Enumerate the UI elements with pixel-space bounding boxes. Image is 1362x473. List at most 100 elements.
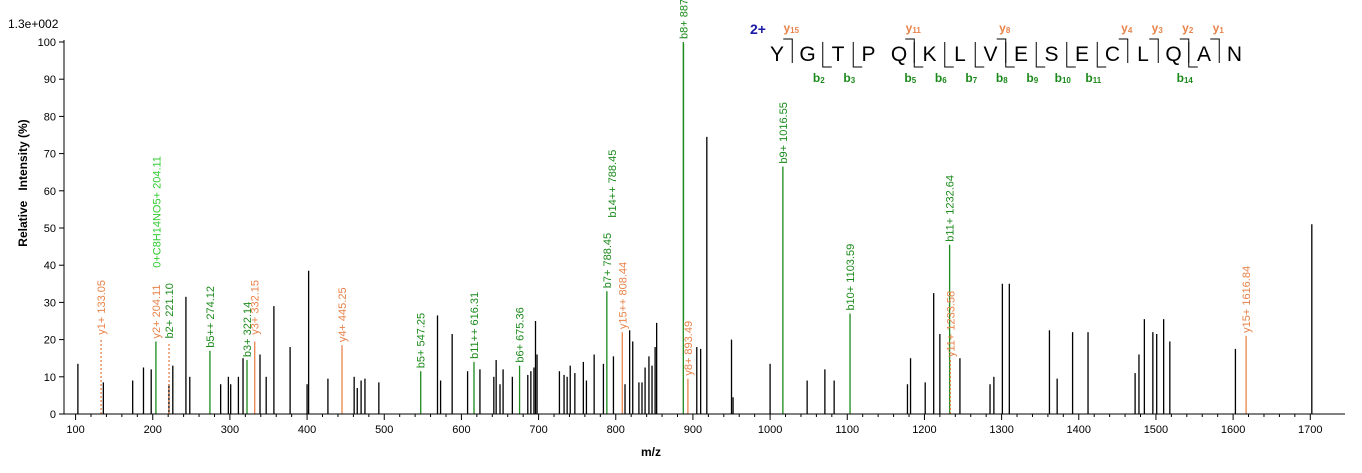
b-ion-bracket: [974, 42, 985, 68]
peak-label: y11+ 1233.58: [945, 291, 957, 357]
sequence-residue: E: [1075, 43, 1089, 66]
peak-label: b14++ 788.45: [607, 150, 619, 218]
b-ion-bracket: [944, 42, 954, 68]
sequence-residue: T: [832, 43, 845, 66]
y-ion-bracket: [1149, 38, 1159, 63]
x-tick-label: 1400: [1067, 424, 1091, 436]
y-ion-bracket: [996, 38, 1007, 63]
x-tick-label: 800: [607, 424, 625, 436]
peak-label: 0+C8H14NO5+ 204.11: [152, 156, 164, 268]
b-ion-bracket: [1188, 42, 1198, 68]
y-tick-label: 40: [44, 260, 56, 272]
x-tick-label: 1000: [758, 424, 782, 436]
b-ion-label: b6: [935, 71, 947, 85]
sequence-residue: C: [1105, 43, 1120, 66]
sequence-residue: Y: [770, 43, 784, 66]
x-tick-label: 1200: [912, 424, 936, 436]
b-ion-label: b2: [813, 71, 825, 85]
peak-label: b5+ 547.25: [416, 313, 428, 368]
x-tick-label: 700: [529, 424, 547, 436]
y-tick-label: 80: [44, 111, 56, 123]
x-tick-label: 300: [221, 424, 239, 436]
axes-layer: 0 10 20 30 40 50 60 70 80 90 100 100 200 300 400 500 600…: [38, 37, 1345, 436]
sequence-residue: E: [1014, 43, 1028, 66]
y-tick-label: 60: [44, 186, 56, 198]
sequence-residue: K: [922, 43, 936, 66]
b-ion-label: b9: [1026, 71, 1038, 85]
peak-label: b3+ 322.14: [242, 302, 254, 357]
peak-label: b5++ 274.12: [205, 286, 217, 348]
peak-label: y2+ 204.11: [151, 285, 163, 339]
sequence-residue: G: [799, 43, 815, 66]
sequence-residue: Q: [1165, 43, 1181, 66]
peak-label: b11++ 616.31: [469, 292, 481, 359]
y-ion-bracket: [1210, 38, 1220, 63]
b-ion-bracket: [1035, 42, 1046, 68]
y-ion-label: y4: [1121, 21, 1133, 35]
peak-label: b7+ 788.45: [602, 233, 614, 288]
y-axis-title: Relative Intensity (%): [16, 119, 30, 246]
b-ion-bracket: [1096, 42, 1107, 68]
y-ion-label: y1: [1213, 21, 1225, 35]
b-ion-bracket: [852, 42, 863, 68]
y-ion-label: y3: [1152, 21, 1164, 35]
x-tick-label: 1600: [1221, 424, 1245, 436]
peak-label: y1+ 133.05: [96, 280, 108, 335]
b-ion-label: b14: [1177, 71, 1194, 85]
peak-label: b11+ 1232.64: [945, 175, 957, 242]
peak-label: b10+ 1103.59: [845, 244, 857, 311]
b-ion-label: b10: [1055, 71, 1072, 85]
peak-label: b6+ 675.36: [515, 307, 527, 362]
peak-label: y15+ 1616.84: [1241, 266, 1253, 333]
x-tick-label: 500: [375, 424, 393, 436]
sequence-residue: Q: [891, 43, 907, 66]
b-ion-bracket: [822, 42, 832, 68]
sequence-residue: L: [1137, 43, 1149, 66]
b-ion-label: b3: [843, 71, 855, 85]
y-tick-label: 70: [44, 149, 56, 161]
x-tick-label: 600: [452, 424, 470, 436]
sequence-residue: N: [1227, 43, 1242, 66]
y-tick-label: 20: [44, 335, 56, 347]
peaks-layer: [77, 42, 1313, 414]
peak-label: y15++ 808.44: [617, 262, 629, 329]
y-ion-label: y2: [1182, 21, 1194, 35]
sequence-residue: V: [983, 43, 997, 66]
max-intensity-label: 1.3e+002: [8, 17, 59, 31]
x-tick-label: 900: [684, 424, 702, 436]
x-tick-label: 200: [144, 424, 162, 436]
y-tick-label: 90: [44, 74, 56, 86]
y-ion-label: y11: [906, 21, 922, 35]
b-ion-label: b5: [904, 71, 916, 85]
y-tick-label: 30: [44, 297, 56, 309]
x-tick-label: 1300: [989, 424, 1013, 436]
sequence-residue: P: [861, 43, 875, 66]
peak-label: b2+ 221.10: [164, 283, 176, 338]
charge-state-label: 2+: [750, 21, 766, 37]
sequence-residue: L: [954, 43, 966, 66]
x-tick-label: 1700: [1298, 424, 1322, 436]
x-tick-label: 100: [66, 424, 84, 436]
peak-label: y3+ 332.15: [250, 280, 262, 335]
y-tick-label: 0: [50, 409, 56, 421]
y-tick-label: 50: [44, 223, 56, 235]
x-tick-label: 1100: [835, 424, 859, 436]
peak-labels-layer: y1+ 133.05 y2+ 204.11 0+C8H14NO5+ 204.11 b2…: [96, 0, 1253, 376]
x-tick-label: 400: [298, 424, 316, 436]
sequence-residue: A: [1197, 43, 1211, 66]
x-tick-label: 1500: [1144, 424, 1168, 436]
b-ion-label: b7: [965, 71, 977, 85]
b-ion-label: b8: [996, 71, 1008, 85]
b-ion-bracket: [1005, 42, 1015, 68]
peak-label: y8+ 893.49: [683, 321, 695, 376]
b-ion-bracket: [913, 42, 924, 68]
y-tick-label: 10: [44, 372, 56, 384]
y-ion-bracket: [783, 38, 793, 63]
y-tick-label: 100: [38, 37, 56, 49]
b-ion-label: b11: [1085, 71, 1101, 85]
y-ion-bracket: [1118, 38, 1129, 63]
peak-label: b8+ 887.53: [678, 0, 690, 39]
x-axis-title: m/z: [641, 445, 661, 459]
